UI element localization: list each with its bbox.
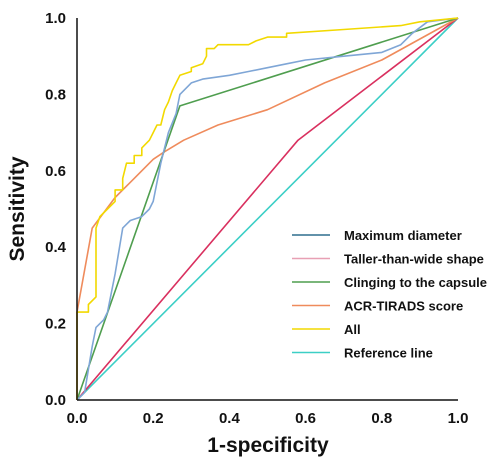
legend: Maximum diameter Taller-than-wide shape Cl… [292,228,487,361]
legend-label: Maximum diameter [344,228,462,243]
x-tick-label: 1.0 [448,410,469,427]
y-tick-label: 0.8 [45,86,66,103]
x-tick-label: 0.4 [219,410,241,427]
x-tick-labels: 0.0 0.2 0.4 0.6 0.8 1.0 [67,410,469,427]
series-line-maximum-diameter [76,17,459,401]
legend-label: Taller-than-wide shape [344,252,484,267]
x-tick-label: 0.8 [371,410,392,427]
x-axis-title: 1-specificity [207,434,329,457]
y-tick-label: 0.4 [45,239,67,256]
x-tick-label: 0.6 [295,410,316,427]
y-tick-label: 0.6 [45,163,66,180]
legend-item: Clinging to the capsule [292,275,487,290]
y-tick-labels: 0.0 0.2 0.4 0.6 0.8 1.0 [45,10,67,409]
legend-item: Reference line [292,346,433,361]
legend-label: Reference line [344,346,433,361]
y-tick-label: 1.0 [45,10,66,27]
legend-item: All [292,322,361,337]
legend-item: Maximum diameter [292,228,462,243]
legend-label: Clinging to the capsule [344,275,487,290]
x-tick-label: 0.2 [143,410,164,427]
legend-label: ACR-TIRADS score [344,299,463,314]
legend-item: ACR-TIRADS score [292,299,463,314]
legend-item: Taller-than-wide shape [292,252,484,267]
series-layer [76,17,459,401]
series-line-taller-than-wide-shape [76,17,459,401]
series-line-reference-line [76,17,459,401]
series-line-clinging-to-the-capsule [76,17,459,401]
y-tick-label: 0.2 [45,316,66,333]
x-tick-label: 0.0 [67,410,88,427]
series-line-all [76,17,459,400]
y-tick-label: 0.0 [45,392,66,409]
legend-label: All [344,322,361,337]
y-axis-title: Sensitivity [6,156,29,261]
